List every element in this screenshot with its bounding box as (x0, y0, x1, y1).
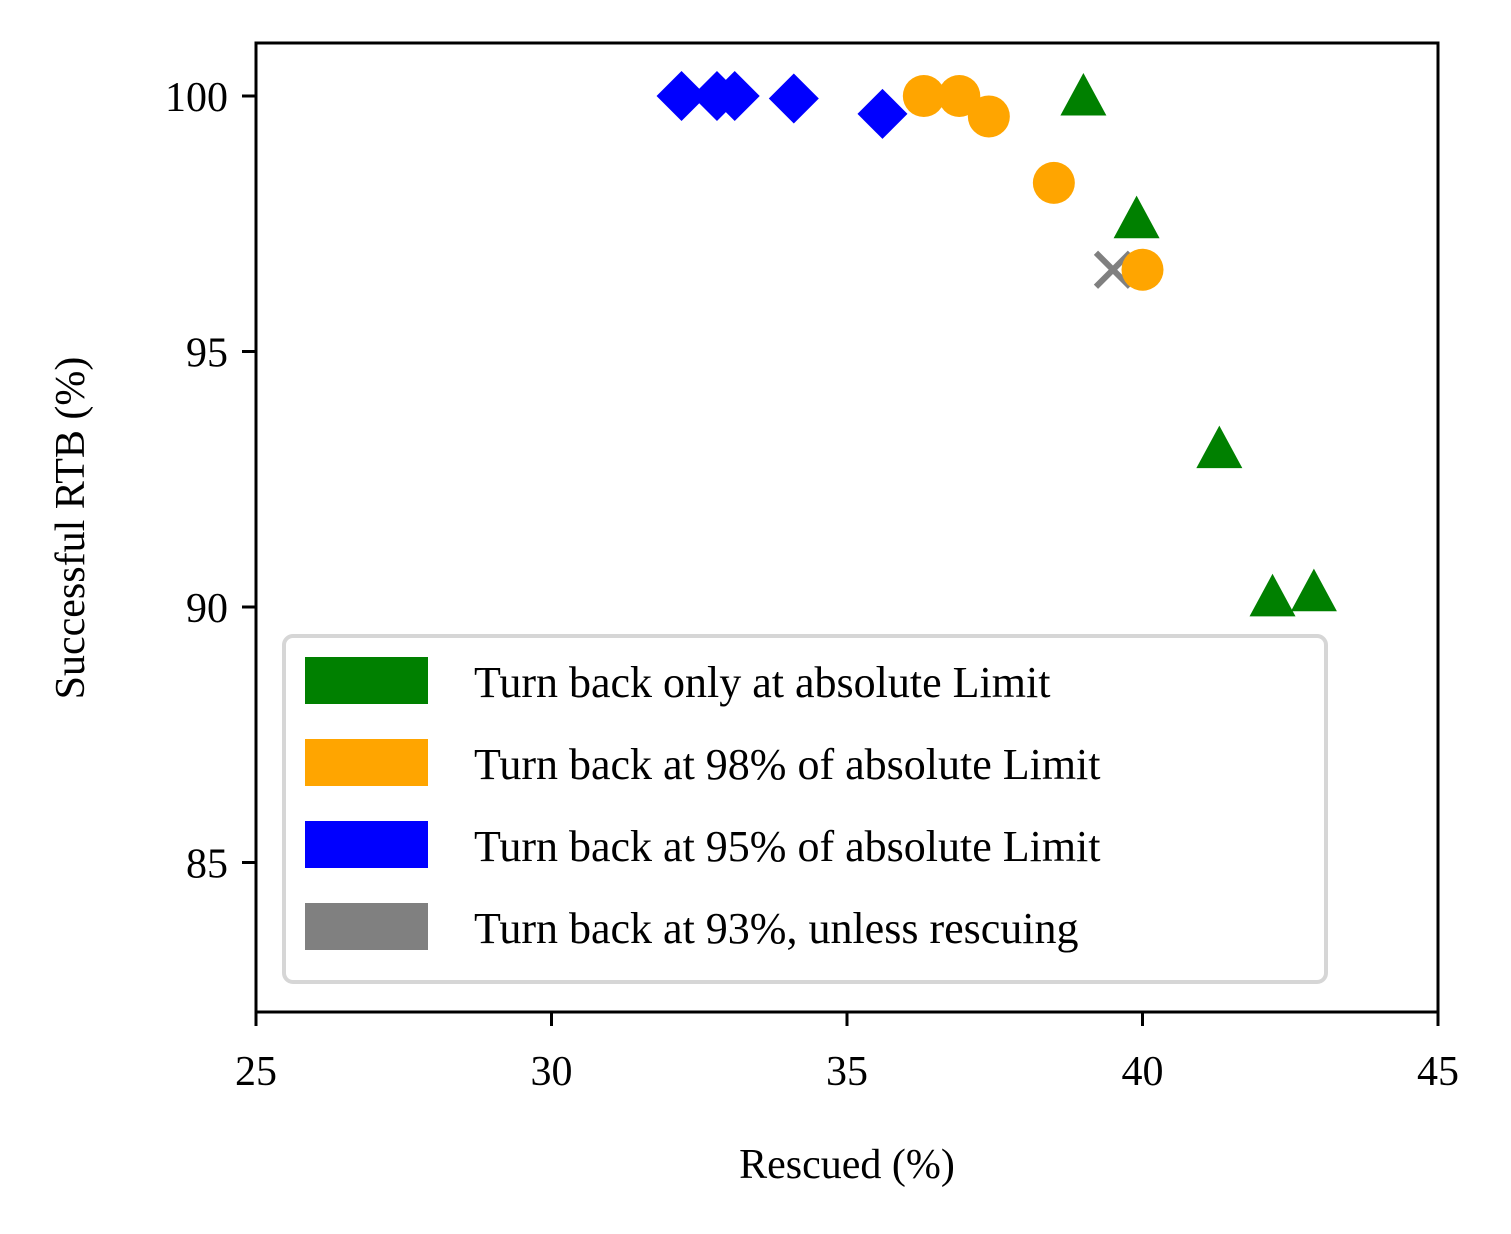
series-1-point (938, 75, 981, 117)
x-tick-label: 45 (1417, 1049, 1459, 1095)
series-2-point (656, 71, 707, 121)
y-axis-label: Successful RTB (%) (48, 357, 94, 700)
series-1-point (1032, 161, 1075, 204)
series-0-point (1249, 573, 1296, 617)
y-tick-label: 100 (165, 75, 228, 121)
y-tick-label: 90 (186, 586, 228, 632)
legend-entry-label: Turn back at 95% of absolute Limit (474, 822, 1101, 871)
ticks: 25 30 35 40 45 85 90 95 100 (165, 75, 1459, 1095)
series-1-point (1121, 248, 1164, 291)
series-1-point (902, 75, 945, 117)
legend-entry-label: Turn back at 98% of absolute Limit (474, 740, 1101, 789)
legend-swatch (305, 657, 428, 704)
legend-swatch (305, 821, 428, 868)
series-2-point (857, 88, 908, 139)
series-0-point (1196, 425, 1243, 469)
legend: Turn back only at absolute Limit Turn bac… (282, 634, 1328, 984)
y-tick-label: 85 (186, 842, 228, 888)
legend-entry-label: Turn back only at absolute Limit (474, 658, 1050, 707)
series-0-point (1290, 568, 1337, 612)
legend-swatch (305, 739, 428, 786)
series-2-point (709, 71, 760, 121)
x-tick-label: 30 (531, 1049, 573, 1095)
series-0-point (1060, 73, 1107, 116)
x-tick-label: 35 (826, 1049, 868, 1095)
data-points (656, 71, 1337, 617)
legend-entry-label: Turn back at 93%, unless rescuing (474, 904, 1079, 953)
legend-swatch (305, 903, 428, 950)
series-1-point (967, 95, 1010, 138)
series-2-point (768, 73, 819, 124)
x-tick-label: 40 (1122, 1049, 1164, 1095)
x-axis-label: Rescued (%) (739, 1142, 955, 1188)
x-tick-label: 25 (235, 1049, 277, 1095)
y-tick-label: 95 (186, 331, 228, 377)
series-3-point (1093, 250, 1133, 289)
series-0-point (1113, 195, 1160, 239)
legend-box (282, 634, 1328, 984)
